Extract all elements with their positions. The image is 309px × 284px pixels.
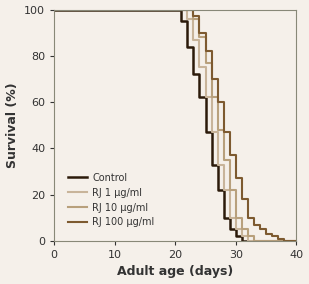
- RJ 10 µg/ml: [198, 36, 201, 39]
- Legend: Control, RJ 1 µg/ml, RJ 10 µg/ml, RJ 100 µg/ml: Control, RJ 1 µg/ml, RJ 10 µg/ml, RJ 100…: [64, 169, 158, 231]
- Control: [180, 19, 183, 23]
- RJ 10 µg/ml: [216, 128, 219, 131]
- RJ 100 µg/ml: [216, 100, 219, 104]
- RJ 10 µg/ml: [228, 188, 232, 192]
- RJ 100 µg/ml: [52, 8, 56, 11]
- Y-axis label: Survival (%): Survival (%): [6, 82, 19, 168]
- Control: [52, 8, 56, 11]
- RJ 1 µg/ml: [52, 8, 56, 11]
- RJ 1 µg/ml: [234, 227, 238, 231]
- Line: RJ 1 µg/ml: RJ 1 µg/ml: [54, 10, 296, 241]
- Control: [198, 96, 201, 99]
- RJ 100 µg/ml: [210, 77, 214, 81]
- RJ 10 µg/ml: [204, 61, 207, 64]
- RJ 1 µg/ml: [204, 96, 207, 99]
- Control: [294, 239, 298, 243]
- RJ 100 µg/ml: [264, 232, 268, 236]
- Control: [173, 8, 177, 11]
- RJ 10 µg/ml: [294, 239, 298, 243]
- RJ 100 µg/ml: [185, 8, 189, 11]
- RJ 10 µg/ml: [222, 158, 226, 162]
- Control: [240, 239, 244, 243]
- RJ 1 µg/ml: [294, 239, 298, 243]
- Control: [210, 163, 214, 166]
- RJ 100 µg/ml: [228, 154, 232, 157]
- RJ 1 µg/ml: [246, 239, 250, 243]
- RJ 100 µg/ml: [240, 198, 244, 201]
- RJ 1 µg/ml: [192, 38, 195, 41]
- Control: [216, 188, 219, 192]
- Control: [222, 216, 226, 220]
- RJ 100 µg/ml: [234, 177, 238, 180]
- RJ 100 µg/ml: [258, 227, 262, 231]
- Control: [185, 45, 189, 48]
- RJ 100 µg/ml: [192, 15, 195, 18]
- RJ 100 µg/ml: [222, 130, 226, 134]
- RJ 100 µg/ml: [204, 49, 207, 53]
- RJ 10 µg/ml: [210, 96, 214, 99]
- RJ 10 µg/ml: [185, 8, 189, 11]
- RJ 1 µg/ml: [210, 130, 214, 134]
- Line: Control: Control: [54, 10, 296, 241]
- RJ 1 µg/ml: [222, 188, 226, 192]
- RJ 10 µg/ml: [240, 227, 244, 231]
- RJ 100 µg/ml: [198, 31, 201, 34]
- RJ 100 µg/ml: [270, 235, 274, 238]
- RJ 10 µg/ml: [246, 235, 250, 238]
- Control: [234, 235, 238, 238]
- RJ 10 µg/ml: [52, 8, 56, 11]
- RJ 1 µg/ml: [185, 17, 189, 20]
- RJ 10 µg/ml: [192, 17, 195, 20]
- Control: [228, 227, 232, 231]
- Control: [204, 130, 207, 134]
- X-axis label: Adult age (days): Adult age (days): [117, 266, 233, 278]
- Line: RJ 10 µg/ml: RJ 10 µg/ml: [54, 10, 296, 241]
- Control: [192, 73, 195, 76]
- RJ 1 µg/ml: [198, 66, 201, 69]
- RJ 1 µg/ml: [180, 8, 183, 11]
- RJ 10 µg/ml: [252, 239, 256, 243]
- RJ 100 µg/ml: [252, 223, 256, 226]
- Line: RJ 100 µg/ml: RJ 100 µg/ml: [54, 10, 296, 241]
- RJ 1 µg/ml: [228, 216, 232, 220]
- RJ 100 µg/ml: [276, 237, 280, 240]
- RJ 1 µg/ml: [216, 163, 219, 166]
- RJ 100 µg/ml: [294, 239, 298, 243]
- RJ 100 µg/ml: [282, 239, 286, 243]
- RJ 100 µg/ml: [246, 216, 250, 220]
- RJ 1 µg/ml: [240, 235, 244, 238]
- RJ 10 µg/ml: [234, 216, 238, 220]
